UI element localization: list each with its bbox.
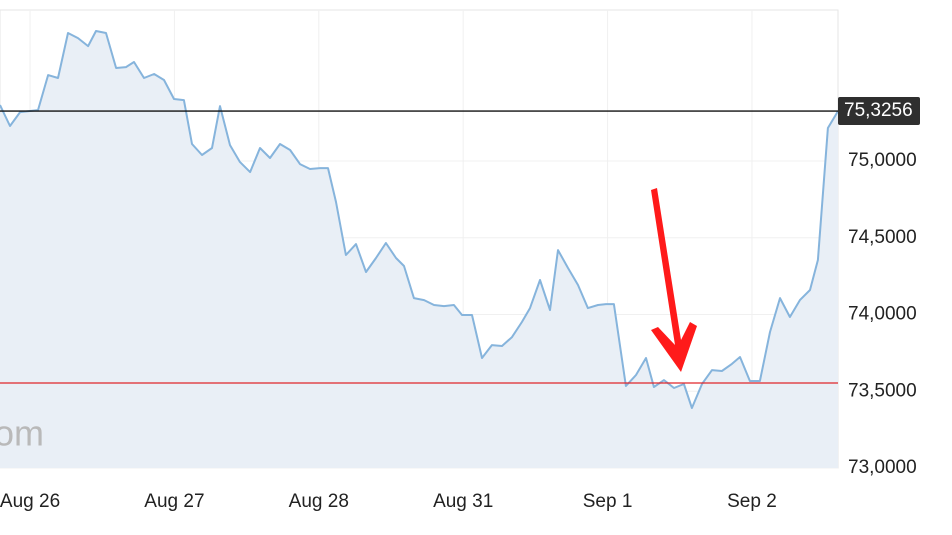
reference-lines: 75,3256: [0, 97, 920, 384]
y-tick-label: 75,0000: [848, 150, 917, 171]
x-tick-label: Sep 1: [583, 491, 633, 512]
y-tick-label: 73,0000: [848, 457, 917, 478]
axes: 73,0000 73,5000 74,0000 74,5000 75,0000 Aug 2…: [0, 150, 917, 512]
y-tick-label: 74,0000: [848, 304, 917, 325]
x-tick-label: Aug 31: [433, 491, 493, 512]
annotation-arrow: [651, 188, 697, 372]
watermark: om: [0, 413, 44, 454]
series: [0, 30, 839, 468]
x-tick-label: Aug 28: [289, 491, 349, 512]
x-tick-label: Aug 26: [0, 491, 60, 512]
price-label-box: [838, 97, 920, 126]
area: [0, 31, 838, 468]
y-tick-label: 74,5000: [848, 227, 917, 248]
y-tick-label: 73,5000: [848, 380, 917, 401]
price-label: 75,3256: [844, 100, 913, 121]
x-tick-label: Aug 27: [144, 491, 204, 512]
x-tick-label: Sep 2: [727, 491, 777, 512]
line: [0, 30, 839, 409]
